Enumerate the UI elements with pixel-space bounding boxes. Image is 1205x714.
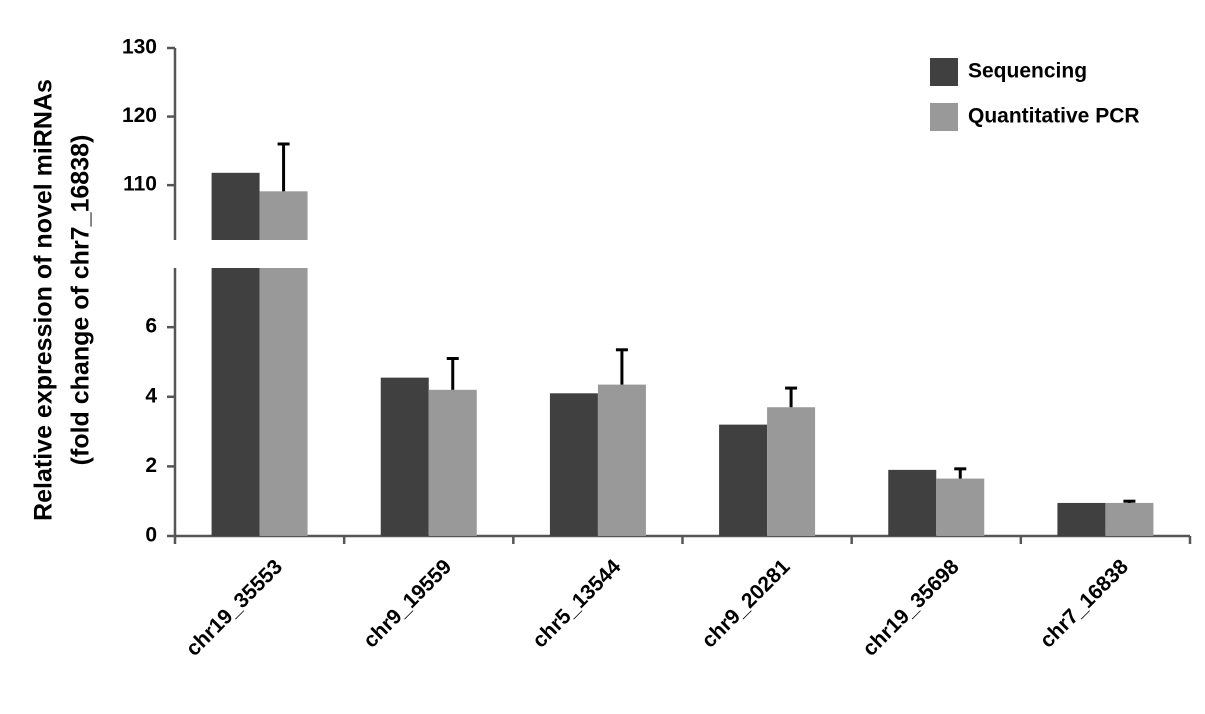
legend-label: Sequencing bbox=[968, 60, 1087, 83]
bar bbox=[549, 393, 598, 536]
y-axis-label: Relative expression of novel miRNAs bbox=[30, 79, 58, 521]
x-tick-label: chr5_13544 bbox=[528, 555, 625, 652]
bar bbox=[888, 469, 937, 536]
bar bbox=[259, 268, 308, 536]
bar-upper bbox=[211, 172, 260, 240]
x-tick-label: chr7_16838 bbox=[1036, 555, 1133, 652]
bar bbox=[767, 407, 816, 536]
bar bbox=[1057, 502, 1106, 536]
y-tick-label: 4 bbox=[145, 384, 157, 407]
bar bbox=[380, 377, 429, 536]
y-tick-label: 2 bbox=[145, 454, 157, 477]
bar bbox=[719, 424, 768, 536]
x-tick-label: chr9_20281 bbox=[697, 555, 794, 652]
y-tick-label: 120 bbox=[122, 104, 157, 127]
x-tick-label: chr19_35553 bbox=[182, 555, 287, 660]
bar bbox=[428, 389, 477, 536]
bar bbox=[1105, 502, 1154, 536]
y-tick-label: 0 bbox=[145, 524, 157, 547]
y-axis-label: (fold change of chr7_16838) bbox=[67, 135, 95, 466]
y-tick-label: 110 bbox=[123, 173, 157, 196]
bar-upper bbox=[259, 191, 308, 240]
bar bbox=[936, 478, 985, 536]
legend-label: Quantitative PCR bbox=[968, 105, 1140, 128]
bar bbox=[597, 384, 646, 536]
y-tick-label: 130 bbox=[122, 36, 157, 59]
bar bbox=[211, 268, 260, 536]
x-tick-label: chr19_35698 bbox=[858, 555, 964, 661]
legend-swatch bbox=[930, 58, 958, 86]
y-tick-label: 6 bbox=[145, 315, 157, 338]
legend-swatch bbox=[930, 103, 958, 131]
x-tick-label: chr9_19559 bbox=[359, 555, 456, 652]
